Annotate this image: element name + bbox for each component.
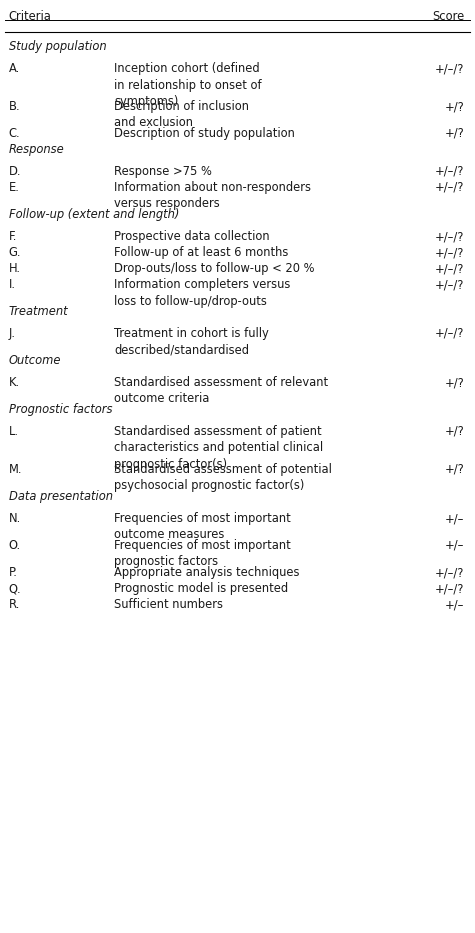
Text: Information completers versus
loss to follow-up/drop-outs: Information completers versus loss to fo… (114, 278, 290, 308)
Text: M.: M. (9, 463, 22, 476)
Text: Appropriate analysis techniques: Appropriate analysis techniques (114, 566, 300, 579)
Text: +/–/?: +/–/? (435, 165, 465, 178)
Text: +/–/?: +/–/? (435, 246, 465, 259)
Text: +/?: +/? (445, 127, 465, 140)
Text: Score: Score (432, 10, 465, 23)
Text: Frequencies of most important
prognostic factors: Frequencies of most important prognostic… (114, 539, 291, 568)
Text: I.: I. (9, 278, 16, 291)
Text: +/–: +/– (445, 539, 465, 552)
Text: J.: J. (9, 327, 16, 340)
Text: Description of inclusion
and exclusion: Description of inclusion and exclusion (114, 100, 249, 130)
Text: +/?: +/? (445, 100, 465, 113)
Text: Inception cohort (defined
in relationship to onset of
symptoms): Inception cohort (defined in relationshi… (114, 62, 262, 108)
Text: G.: G. (9, 246, 21, 259)
Text: Response >75 %: Response >75 % (114, 165, 212, 178)
Text: Treatment: Treatment (9, 305, 68, 318)
Text: +/–/?: +/–/? (435, 181, 465, 194)
Text: +/–: +/– (445, 512, 465, 525)
Text: L.: L. (9, 425, 19, 438)
Text: Frequencies of most important
outcome measures: Frequencies of most important outcome me… (114, 512, 291, 541)
Text: B.: B. (9, 100, 20, 113)
Text: +/?: +/? (445, 376, 465, 389)
Text: Q.: Q. (9, 582, 21, 595)
Text: +/–/?: +/–/? (435, 278, 465, 291)
Text: Data presentation: Data presentation (9, 490, 113, 503)
Text: Follow-up (extent and length): Follow-up (extent and length) (9, 208, 179, 221)
Text: D.: D. (9, 165, 21, 178)
Text: Description of study population: Description of study population (114, 127, 295, 140)
Text: Sufficient numbers: Sufficient numbers (114, 598, 223, 611)
Text: H.: H. (9, 262, 20, 275)
Text: Outcome: Outcome (9, 354, 61, 367)
Text: +/–/?: +/–/? (435, 62, 465, 75)
Text: R.: R. (9, 598, 20, 611)
Text: E.: E. (9, 181, 19, 194)
Text: Treatment in cohort is fully
described/standardised: Treatment in cohort is fully described/s… (114, 327, 269, 356)
Text: +/?: +/? (445, 425, 465, 438)
Text: F.: F. (9, 230, 17, 243)
Text: C.: C. (9, 127, 20, 140)
Text: Standardised assessment of relevant
outcome criteria: Standardised assessment of relevant outc… (114, 376, 328, 406)
Text: A.: A. (9, 62, 20, 75)
Text: +/?: +/? (445, 463, 465, 476)
Text: +/–/?: +/–/? (435, 262, 465, 275)
Text: O.: O. (9, 539, 21, 552)
Text: Prospective data collection: Prospective data collection (114, 230, 270, 243)
Text: Standardised assessment of potential
psychosocial prognostic factor(s): Standardised assessment of potential psy… (114, 463, 332, 493)
Text: Response: Response (9, 143, 64, 156)
Text: +/–/?: +/–/? (435, 566, 465, 579)
Text: Prognostic model is presented: Prognostic model is presented (114, 582, 288, 595)
Text: N.: N. (9, 512, 21, 525)
Text: +/–: +/– (445, 598, 465, 611)
Text: Information about non-responders
versus responders: Information about non-responders versus … (114, 181, 311, 211)
Text: Criteria: Criteria (9, 10, 51, 23)
Text: Drop-outs/loss to follow-up < 20 %: Drop-outs/loss to follow-up < 20 % (114, 262, 314, 275)
Text: Standardised assessment of patient
characteristics and potential clinical
progno: Standardised assessment of patient chara… (114, 425, 323, 471)
Text: +/–/?: +/–/? (435, 327, 465, 340)
Text: Study population: Study population (9, 40, 106, 53)
Text: +/–/?: +/–/? (435, 230, 465, 243)
Text: Prognostic factors: Prognostic factors (9, 403, 112, 416)
Text: Follow-up of at least 6 months: Follow-up of at least 6 months (114, 246, 288, 259)
Text: K.: K. (9, 376, 19, 389)
Text: +/–/?: +/–/? (435, 582, 465, 595)
Text: P.: P. (9, 566, 18, 579)
